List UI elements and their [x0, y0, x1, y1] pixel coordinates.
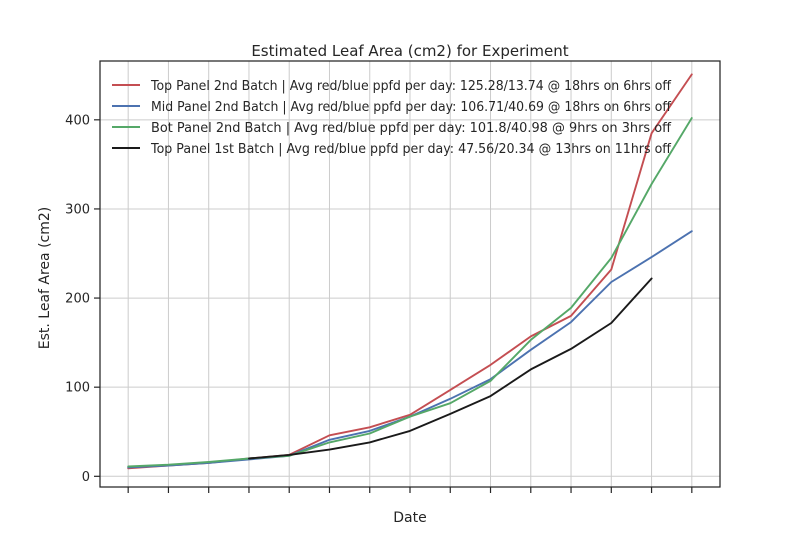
chart-title: Estimated Leaf Area (cm2) for Experiment — [251, 42, 568, 60]
legend: Top Panel 2nd Batch | Avg red/blue ppfd … — [112, 78, 672, 157]
legend-entry-2: Mid Panel 2nd Batch | Avg red/blue ppfd … — [151, 99, 672, 115]
legend-entry-3: Bot Panel 2nd Batch | Avg red/blue ppfd … — [151, 120, 672, 136]
grid — [100, 61, 720, 487]
series-lines — [127, 73, 693, 470]
series-line-3 — [127, 117, 693, 468]
x-axis-label: Date — [393, 510, 426, 526]
y-tick-label: 0 — [82, 470, 90, 485]
y-tick-label: 200 — [65, 292, 90, 307]
y-tick-label: 100 — [65, 381, 90, 396]
y-axis-label: Est. Leaf Area (cm2) — [37, 207, 53, 350]
y-tick-label: 300 — [65, 202, 90, 217]
y-axis-ticks: 0 100 200 300 400 — [65, 113, 100, 485]
legend-entry-4: Top Panel 1st Batch | Avg red/blue ppfd … — [150, 141, 672, 157]
legend-entry-1: Top Panel 2nd Batch | Avg red/blue ppfd … — [150, 78, 672, 94]
y-tick-label: 400 — [65, 113, 90, 128]
series-line-4 — [248, 277, 653, 460]
x-axis-ticks — [127, 487, 693, 493]
